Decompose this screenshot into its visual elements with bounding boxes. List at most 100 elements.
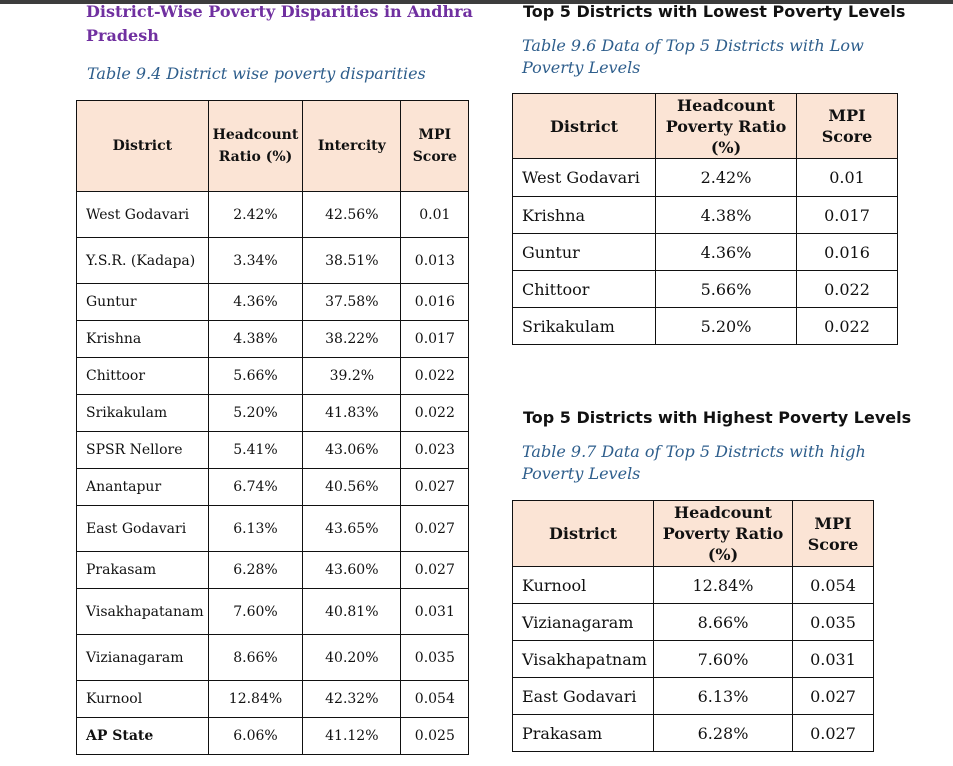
district-cell: Krishna (512, 196, 656, 234)
table-row: Y.S.R. (Kadapa) 3.34% 38.51% 0.013 (76, 237, 470, 284)
table-row: Vizianagaram 8.66% 40.20% 0.035 (76, 634, 470, 681)
table-district-poverty: District Headcount Ratio (%) Intercity M… (76, 100, 470, 755)
highest-poverty-title: Top 5 Districts with Highest Poverty Lev… (523, 408, 912, 427)
table-row: Srikakulam 5.20% 0.022 (512, 307, 898, 345)
table-9-4-caption: Table 9.4 District wise poverty disparit… (87, 64, 426, 83)
header-headcount-poverty-ratio: Headcount Poverty Ratio (%) (655, 93, 797, 159)
district-cell: Anantapur (76, 468, 209, 506)
value-cell: 0.022 (796, 270, 898, 308)
table-9-6-caption: Table 9.6 Data of Top 5 Districts with L… (522, 36, 864, 77)
value-cell: 6.74% (207, 468, 304, 506)
district-cell: Chittoor (512, 270, 656, 308)
value-cell: 0.01 (796, 158, 898, 197)
value-cell: 12.84% (207, 680, 304, 718)
value-cell: 12.84% (653, 566, 793, 604)
value-cell: 4.38% (655, 196, 797, 234)
value-cell: 4.36% (207, 283, 304, 321)
value-cell: 0.022 (796, 307, 898, 345)
header-mpi-score: MPI Score (796, 93, 898, 159)
table-row: Kurnool 12.84% 0.054 (512, 566, 874, 604)
table-9-7-caption: Table 9.7 Data of Top 5 Districts with h… (522, 442, 866, 483)
value-cell: 5.66% (207, 357, 304, 395)
top-border-line (0, 0, 953, 4)
value-cell: 7.60% (207, 588, 304, 635)
district-cell: Y.S.R. (Kadapa) (76, 237, 209, 284)
value-cell: 4.36% (655, 233, 797, 271)
table-row: Chittoor 5.66% 39.2% 0.022 (76, 357, 470, 395)
value-cell: 40.20% (302, 634, 402, 681)
table-row: East Godavari 6.13% 0.027 (512, 677, 874, 715)
value-cell: 5.20% (207, 394, 304, 432)
value-cell: 0.035 (792, 603, 874, 641)
table-row: Prakasam 6.28% 43.60% 0.027 (76, 551, 470, 589)
header-mpi-score: MPI Score (792, 500, 874, 567)
district-cell: Visakhapatanam (76, 588, 209, 635)
table-body: Kurnool 12.84% 0.054 Vizianagaram 8.66% 0.035… (512, 566, 874, 752)
district-cell: Chittoor (76, 357, 209, 395)
value-cell: 0.016 (400, 283, 470, 321)
district-cell: East Godavari (76, 505, 209, 552)
header-district: District (512, 500, 654, 567)
value-cell: 5.66% (655, 270, 797, 308)
value-cell: 8.66% (207, 634, 304, 681)
value-cell: 4.38% (207, 320, 304, 358)
value-cell: 0.054 (400, 680, 470, 718)
value-cell: 0.027 (400, 505, 470, 552)
value-cell: 6.13% (653, 677, 793, 715)
value-cell: 0.035 (400, 634, 470, 681)
value-cell: 0.017 (400, 320, 470, 358)
table-row: West Godavari 2.42% 0.01 (512, 158, 898, 197)
table-row: AP State 6.06% 41.12% 0.025 (76, 717, 470, 755)
value-cell: 3.34% (207, 237, 304, 284)
value-cell: 41.12% (302, 717, 402, 755)
district-cell: Kurnool (76, 680, 209, 718)
table-row: SPSR Nellore 5.41% 43.06% 0.023 (76, 431, 470, 469)
table-row: Krishna 4.38% 38.22% 0.017 (76, 320, 470, 358)
table-row: West Godavari 2.42% 42.56% 0.01 (76, 191, 470, 238)
table-row: Vizianagaram 8.66% 0.035 (512, 603, 874, 641)
table-row: Srikakulam 5.20% 41.83% 0.022 (76, 394, 470, 432)
district-cell: West Godavari (76, 191, 209, 238)
value-cell: 5.20% (655, 307, 797, 345)
header-district: District (76, 100, 209, 192)
value-cell: 0.031 (400, 588, 470, 635)
table-row: Prakasam 6.28% 0.027 (512, 714, 874, 752)
table-row: Krishna 4.38% 0.017 (512, 196, 898, 234)
value-cell: 42.32% (302, 680, 402, 718)
district-cell: East Godavari (512, 677, 654, 715)
header-headcount-poverty-ratio: Headcount Poverty Ratio (%) (653, 500, 793, 567)
table-row: Kurnool 12.84% 42.32% 0.054 (76, 680, 470, 718)
table-header-row: District Headcount Ratio (%) Intercity M… (76, 100, 470, 192)
value-cell: 0.022 (400, 357, 470, 395)
district-cell: SPSR Nellore (76, 431, 209, 469)
value-cell: 39.2% (302, 357, 402, 395)
value-cell: 42.56% (302, 191, 402, 238)
table-header-row: District Headcount Poverty Ratio (%) MPI… (512, 93, 898, 159)
district-cell: West Godavari (512, 158, 656, 197)
value-cell: 6.28% (653, 714, 793, 752)
district-cell: Guntur (512, 233, 656, 271)
value-cell: 43.60% (302, 551, 402, 589)
table-row: Visakhapatanam 7.60% 40.81% 0.031 (76, 588, 470, 635)
value-cell: 6.28% (207, 551, 304, 589)
value-cell: 6.06% (207, 717, 304, 755)
value-cell: 38.51% (302, 237, 402, 284)
value-cell: 40.56% (302, 468, 402, 506)
table-row: Visakhapatnam 7.60% 0.031 (512, 640, 874, 678)
value-cell: 0.027 (792, 677, 874, 715)
table-row: Guntur 4.36% 37.58% 0.016 (76, 283, 470, 321)
section-title: District-Wise Poverty Disparities in And… (86, 2, 473, 45)
value-cell: 0.027 (400, 468, 470, 506)
district-cell: Vizianagaram (76, 634, 209, 681)
table-row: Anantapur 6.74% 40.56% 0.027 (76, 468, 470, 506)
value-cell: 6.13% (207, 505, 304, 552)
value-cell: 7.60% (653, 640, 793, 678)
table-row: Guntur 4.36% 0.016 (512, 233, 898, 271)
table-row: Chittoor 5.66% 0.022 (512, 270, 898, 308)
district-cell: Prakasam (76, 551, 209, 589)
value-cell: 0.013 (400, 237, 470, 284)
value-cell: 2.42% (207, 191, 304, 238)
district-cell: Vizianagaram (512, 603, 654, 641)
header-headcount-ratio: Headcount Ratio (%) (207, 100, 304, 192)
value-cell: 0.017 (796, 196, 898, 234)
